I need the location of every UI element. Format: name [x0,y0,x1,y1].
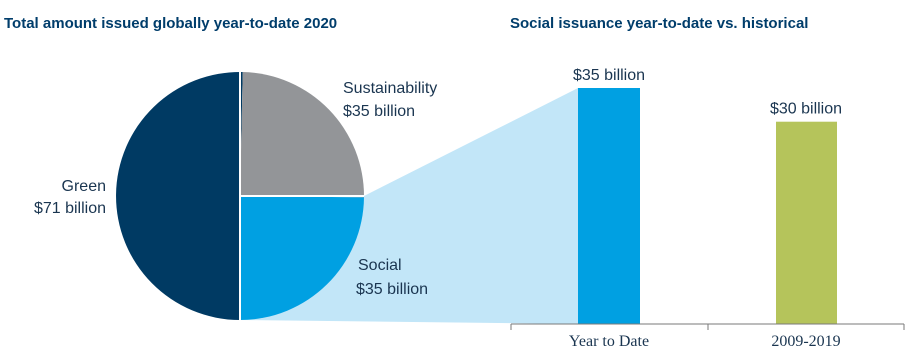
sustainability-slice-label: Sustainability [343,80,437,97]
x-tick-label-year-to-date: Year to Date [569,333,649,349]
pie-slice-social [240,196,364,320]
bar-value-label-year-to-date: $35 billion [573,67,645,84]
pie-slice-green [116,72,243,321]
bar-value-label-2009-2019: $30 billion [770,101,842,118]
bar-chart: Social issuance year-to-date vs. histori… [510,15,905,349]
social-slice-label: Social [358,257,402,274]
green-slice-value: $71 billion [34,200,106,217]
sustainability-slice-value: $35 billion [343,103,415,120]
pie-slice-sustainability [240,72,364,198]
pie-chart-title: Total amount issued globally year-to-dat… [4,15,337,32]
bar-year-to-date [578,88,640,324]
x-tick-label-2009-2019: 2009-2019 [771,333,840,349]
green-slice-label: Green [62,178,106,195]
social-slice-value: $35 billion [356,281,428,298]
bar-2009-2019 [776,121,837,324]
pie-chart: Total amount issued globally year-to-dat… [4,15,578,324]
bar-chart-title: Social issuance year-to-date vs. histori… [510,15,808,32]
